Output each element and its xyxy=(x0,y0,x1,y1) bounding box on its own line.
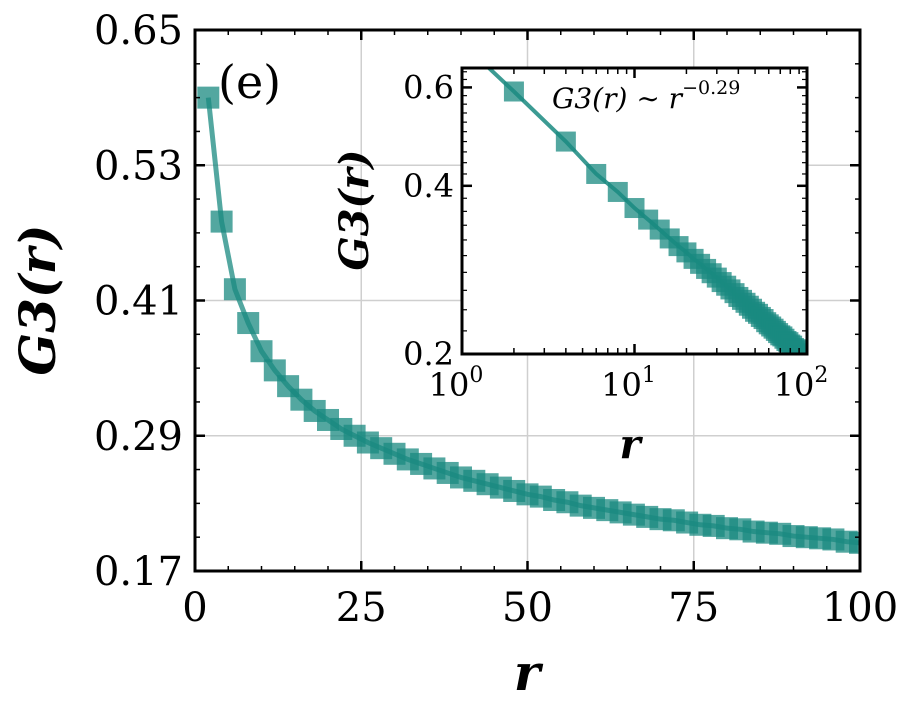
inset-x-axis-label: r xyxy=(619,421,643,468)
inset-x-tick-exponent: 1 xyxy=(642,363,656,388)
main-data-point xyxy=(223,278,246,301)
inset-y-tick-label: 0.2 xyxy=(403,335,454,373)
inset-x-tick-base: 10 xyxy=(429,366,470,404)
x-tick-label: 100 xyxy=(822,585,898,631)
inset-y-axis-label: G3(r) xyxy=(331,150,378,271)
y-tick-label: 0.41 xyxy=(94,279,183,325)
y-tick-label: 0.17 xyxy=(94,549,183,595)
inset-annotation: G3(r) ∼ r−0.29 xyxy=(552,77,740,115)
y-axis-label: G3(r) xyxy=(8,224,67,375)
main-data xyxy=(197,86,860,554)
main-data-point xyxy=(210,210,233,233)
y-tick-label: 0.29 xyxy=(94,414,183,460)
inset-x-tick-exponent: 0 xyxy=(469,363,483,388)
inset-x-tick-base: 10 xyxy=(601,366,642,404)
main-data-point xyxy=(197,86,220,109)
panel-label: (e) xyxy=(218,55,281,109)
main-data-point xyxy=(237,312,260,335)
main-ticks xyxy=(193,28,862,573)
main-data-point xyxy=(250,340,273,363)
y-axis-label-text: G3(r) xyxy=(8,224,67,375)
inset-data-point xyxy=(607,181,628,202)
inset-ticks xyxy=(460,68,809,356)
y-tick-label: 0.53 xyxy=(94,143,183,189)
inset-x-tick-label: 102 xyxy=(774,363,829,404)
inset-data-point xyxy=(586,163,607,184)
inset-data xyxy=(485,68,807,354)
inset-annotation-exponent: −0.29 xyxy=(682,77,740,99)
x-axis-label: r xyxy=(514,643,544,702)
inset-y-tick-label: 0.4 xyxy=(403,167,454,205)
inset-x-tick-label: 100 xyxy=(429,363,484,404)
inset-data-point xyxy=(555,131,576,152)
y-tick-label: 0.65 xyxy=(94,8,183,54)
inset-x-tick-base: 10 xyxy=(774,366,815,404)
main-data-point xyxy=(849,531,860,554)
inset-data-point xyxy=(797,350,807,354)
x-tick-label: 0 xyxy=(182,585,207,631)
inset-x-tick-label: 101 xyxy=(601,363,656,404)
inset-annotation-text: G3(r) ∼ r xyxy=(552,82,684,115)
inset-y-tick-label: 0.6 xyxy=(403,68,454,106)
x-tick-label: 75 xyxy=(668,585,719,631)
inset-data-point xyxy=(503,81,524,102)
x-tick-label: 50 xyxy=(502,585,553,631)
inset-x-tick-exponent: 2 xyxy=(814,363,828,388)
x-tick-label: 25 xyxy=(336,585,387,631)
